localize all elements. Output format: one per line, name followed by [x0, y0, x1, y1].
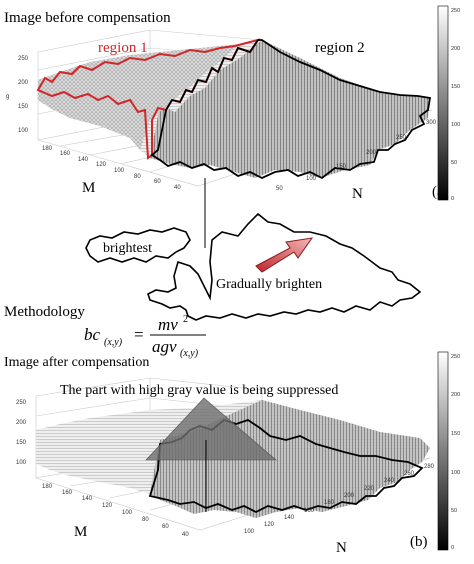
n-tick: 200 [344, 493, 355, 499]
n-tick: 140 [284, 515, 295, 521]
colorbar-tick: 100 [451, 122, 460, 128]
colorbar-tick: 50 [451, 508, 457, 514]
colorbar-tick: 200 [451, 392, 460, 398]
n-tick: 250 [396, 135, 407, 141]
n-tick: 180 [324, 500, 335, 506]
z-tick: 250 [18, 56, 29, 62]
suppressed-label: The part with high gray value is being s… [60, 383, 338, 398]
top-colorbar-ticks: 250 200 150 100 50 0 [451, 8, 460, 202]
m-tick: 60 [162, 524, 169, 530]
top-n-label: N [352, 186, 363, 202]
m-tick: 80 [142, 517, 149, 523]
top-surface [38, 40, 430, 178]
top-z-ticks: 250 200 150 100 [18, 56, 29, 134]
colorbar-tick: 100 [451, 470, 460, 476]
top-m-ticks: 180 160 140 120 100 80 60 40 [42, 146, 181, 191]
m-tick: 140 [78, 157, 89, 163]
colorbar-tick: 200 [451, 46, 460, 52]
suppression-triangle [145, 397, 277, 461]
formula-equals: = [134, 325, 144, 344]
colorbar-tick: 0 [451, 545, 454, 551]
m-tick: 80 [134, 174, 141, 180]
region-2-outline [150, 39, 432, 180]
formula: bc (x,y) = mv 2 agv (x,y) [84, 314, 206, 359]
formula-denominator-sub: (x,y) [180, 348, 199, 359]
m-tick: 100 [114, 168, 125, 174]
z-tick: 150 [16, 440, 27, 446]
m-tick: 100 [122, 510, 133, 516]
top-g-label: g [6, 94, 9, 100]
bottom-title: Image after compensation [4, 355, 149, 370]
bottom-colorbar [437, 351, 449, 551]
n-tick: 50 [276, 186, 283, 192]
m-tick: 40 [182, 532, 189, 538]
n-tick: 100 [244, 529, 255, 535]
colorbar-tick: 150 [451, 431, 460, 437]
m-tick: 160 [60, 151, 71, 157]
m-tick: 160 [62, 490, 73, 496]
colorbar-tick: 250 [451, 354, 460, 360]
m-tick: 180 [42, 146, 53, 152]
m-tick: 60 [154, 179, 161, 185]
brighten-label: Gradually brighten [216, 277, 322, 292]
n-tick: 200 [366, 150, 377, 156]
n-tick: 150 [336, 164, 347, 170]
n-tick: 280 [424, 464, 435, 470]
m-tick: 40 [174, 185, 181, 191]
n-tick: 220 [364, 486, 375, 492]
n-tick: 160 [304, 508, 315, 514]
top-title: Image before compensation [4, 10, 171, 26]
z-tick: 100 [18, 128, 29, 134]
z-tick: 150 [18, 104, 29, 110]
region-2-label: region 2 [315, 40, 365, 56]
z-tick: 200 [16, 420, 27, 426]
methodology-label: Methodology [4, 304, 85, 320]
m-tick: 120 [96, 162, 107, 168]
bottom-n-ticks: 280 260 240 220 200 180 160 140 120 100 [244, 464, 435, 535]
bottom-n-label: N [336, 540, 347, 556]
n-tick: 120 [264, 522, 275, 528]
n-tick: 300 [426, 120, 437, 126]
m-tick: 120 [102, 503, 113, 509]
top-m-label: M [82, 180, 95, 196]
n-tick: 240 [384, 478, 395, 484]
z-tick: 250 [16, 400, 27, 406]
bottom-panel-label: (b) [410, 534, 428, 550]
colorbar-tick: 250 [451, 8, 460, 14]
n-tick: 260 [404, 471, 415, 477]
brighten-arrow [255, 237, 314, 273]
z-tick: 100 [16, 460, 27, 466]
region-outline-large [147, 212, 422, 321]
formula-numerator-sup: 2 [183, 314, 188, 325]
z-tick: 200 [18, 80, 29, 86]
bottom-colorbar-ticks: 250 200 150 100 50 0 [451, 354, 460, 551]
colorbar-tick: 150 [451, 84, 460, 90]
bottom-m-ticks: 180 160 140 120 100 80 60 40 [42, 484, 189, 538]
formula-lhs-sub: (x,y) [104, 337, 123, 348]
top-panel: Image before compensation region 1 regio… [4, 5, 460, 202]
m-tick: 180 [42, 484, 53, 490]
colorbar-tick: 50 [451, 160, 457, 166]
middle-schematic: brightest Gradually brighten Methodology… [4, 178, 422, 359]
top-colorbar [437, 5, 449, 201]
region-1-label: region 1 [98, 40, 148, 56]
colorbar-tick: 0 [451, 196, 454, 202]
brightest-outline [85, 227, 191, 263]
n-tick: 100 [306, 176, 317, 182]
formula-denominator: agv [152, 337, 177, 356]
bottom-panel: Image after compensation The part with h… [4, 351, 460, 556]
top-n-ticks: 300 250 200 150 100 50 [276, 120, 437, 192]
m-tick: 140 [82, 496, 93, 502]
bottom-z-ticks: 250 200 150 100 [16, 400, 27, 466]
formula-lhs: bc [84, 325, 101, 344]
brightest-label: brightest [103, 241, 152, 256]
formula-numerator: mv [158, 315, 178, 334]
bottom-m-label: M [74, 524, 87, 540]
